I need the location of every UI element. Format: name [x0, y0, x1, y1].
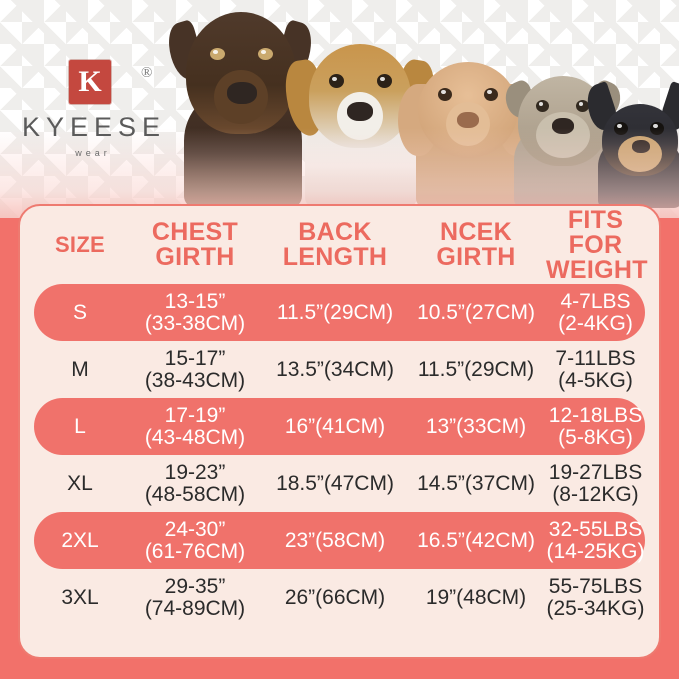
cell-chest_girth: 17-19” (43-48CM): [144, 403, 246, 449]
size-chart-table: SIZE CHEST GIRTH BACK LENGTH NCEK GIRTH FITS…: [20, 206, 659, 626]
cell-neck_girth: 19”(48CM): [425, 585, 527, 609]
cell-neck_girth: 13”(33CM): [425, 414, 527, 438]
cell-size: XL: [67, 471, 93, 495]
cell-size: 2XL: [61, 528, 99, 552]
column-header-fits_for_weight: FITS FOR WEIGHT: [546, 205, 648, 284]
cell-back_length: 16”(41CM): [284, 414, 386, 438]
cell-chest_girth: 15-17” (38-43CM): [144, 346, 246, 392]
brand-tagline: wear: [75, 148, 111, 158]
cell-chest_girth: 29-35” (74-89CM): [144, 574, 246, 620]
brand-logo: K ® KYEESE wear: [14, 60, 179, 165]
column-header-back_length: BACK LENGTH: [282, 218, 388, 271]
hero-gradient-overlay: [0, 128, 679, 218]
cell-back_length: 18.5”(47CM): [276, 471, 394, 495]
cell-chest_girth: 24-30” (61-76CM): [144, 517, 246, 563]
cell-fits_for_weight: 12-18LBS (5-8KG): [548, 403, 643, 449]
size-chart-panel: SIZE CHEST GIRTH BACK LENGTH NCEK GIRTH FITS…: [18, 204, 661, 659]
table-row: XL 19-23” (48-58CM) 18.5”(47CM) 14.5”(37CM)…: [34, 455, 645, 512]
cell-fits_for_weight: 7-11LBS (4-5KG): [555, 346, 636, 392]
table-row: S 13-15” (33-38CM) 11.5”(29CM) 10.5”(27CM) 4…: [34, 284, 645, 341]
logo-mark-letter: K: [78, 65, 102, 98]
cell-back_length: 26”(66CM): [284, 585, 386, 609]
column-header-neck_girth: NCEK GIRTH: [436, 218, 516, 271]
cell-size: 3XL: [61, 585, 99, 609]
cell-back_length: 13.5”(34CM): [276, 357, 394, 381]
registered-trademark-icon: ®: [141, 65, 153, 81]
cell-size: S: [72, 300, 87, 324]
cell-neck_girth: 14.5”(37CM): [417, 471, 535, 495]
cell-fits_for_weight: 55-75LBS (25-34KG): [546, 574, 645, 620]
cell-size: L: [74, 414, 86, 438]
cell-neck_girth: 11.5”(29CM): [417, 357, 535, 381]
cell-neck_girth: 10.5”(27CM): [417, 300, 535, 324]
table-row: 3XL 29-35” (74-89CM) 26”(66CM) 19”(48CM) 55-…: [34, 569, 645, 626]
cell-back_length: 23”(58CM): [284, 528, 386, 552]
brand-wordmark: KYEESE: [21, 112, 167, 142]
column-header-size: SIZE: [54, 232, 106, 257]
cell-fits_for_weight: 4-7LBS (2-4KG): [558, 289, 633, 335]
hero-banner: K ® KYEESE wear: [0, 0, 679, 218]
cell-size: M: [71, 357, 89, 381]
column-header-chest_girth: CHEST GIRTH: [151, 218, 239, 271]
logo-mark-icon: K: [69, 60, 111, 104]
cell-neck_girth: 16.5”(42CM): [417, 528, 535, 552]
cell-chest_girth: 19-23” (48-58CM): [144, 460, 246, 506]
cell-fits_for_weight: 19-27LBS (8-12KG): [548, 460, 643, 506]
table-row: L 17-19” (43-48CM) 16”(41CM) 13”(33CM) 12-18…: [34, 398, 645, 455]
table-row: 2XL 24-30” (61-76CM) 23”(58CM) 16.5”(42CM) 3…: [34, 512, 645, 569]
cell-fits_for_weight: 32-55LBS (14-25KG): [546, 517, 645, 563]
cell-chest_girth: 13-15” (33-38CM): [144, 289, 246, 335]
cell-back_length: 11.5”(29CM): [276, 300, 394, 324]
table-row: M 15-17” (38-43CM) 13.5”(34CM) 11.5”(29CM) 7…: [34, 341, 645, 398]
table-header-row: SIZE CHEST GIRTH BACK LENGTH NCEK GIRTH FITS…: [34, 205, 648, 284]
